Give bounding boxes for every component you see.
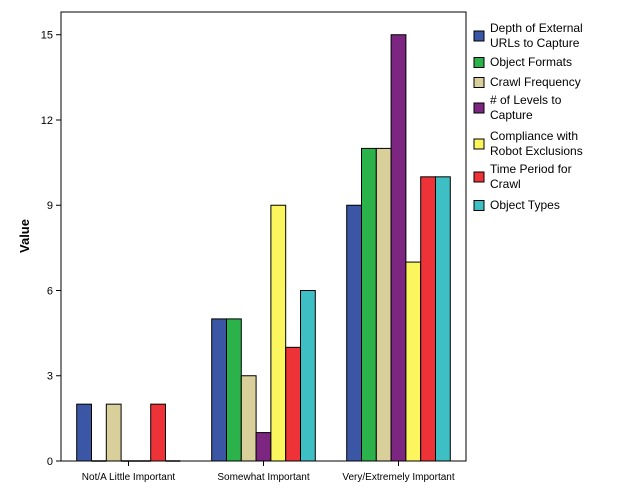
y-tick-label: 9 xyxy=(47,200,53,212)
bar xyxy=(105,403,122,462)
legend-label: Crawl xyxy=(490,177,521,191)
legend-label: Compliance with xyxy=(490,129,578,143)
legend-swatch xyxy=(473,200,485,211)
legend-swatch xyxy=(473,30,485,42)
bar xyxy=(211,318,227,462)
bar xyxy=(361,147,377,462)
x-category-label: Somewhat Important xyxy=(217,472,309,483)
bar xyxy=(390,34,407,462)
bar xyxy=(420,176,437,462)
legend-swatch xyxy=(473,57,485,68)
legend-label: Time Period for xyxy=(490,162,572,176)
bar xyxy=(226,318,242,462)
bar xyxy=(270,204,287,462)
bar xyxy=(255,432,272,462)
bar xyxy=(405,261,422,462)
legend-label: Capture xyxy=(490,108,533,122)
legend-swatch xyxy=(473,171,485,183)
y-axis: 0 3 6 9 12 15 xyxy=(41,30,61,468)
bar xyxy=(240,375,257,462)
bars-group xyxy=(76,34,451,462)
legend-label: Robot Exclusions xyxy=(490,144,583,158)
bar xyxy=(76,403,92,462)
x-category-label: Very/Extremely Important xyxy=(342,472,454,483)
bar xyxy=(300,289,316,462)
bar xyxy=(375,147,392,462)
legend-swatch xyxy=(473,138,485,150)
x-axis: Not/A Little Important Somewhat Important… xyxy=(82,461,455,483)
bar xyxy=(285,346,302,462)
legend-label: Object Formats xyxy=(490,55,572,69)
legend-swatch xyxy=(473,102,485,114)
y-tick-label: 3 xyxy=(47,371,53,383)
legend-label: Crawl Frequency xyxy=(490,75,581,89)
legend-swatch xyxy=(473,77,485,88)
legend-label: URLs to Capture xyxy=(490,36,580,50)
y-tick-label: 6 xyxy=(47,285,53,297)
legend-label: Object Types xyxy=(490,198,560,212)
bar xyxy=(435,176,451,462)
y-tick-label: 0 xyxy=(47,456,53,468)
legend-label: Depth of External xyxy=(490,21,583,35)
bar xyxy=(346,204,363,462)
bar xyxy=(150,403,166,462)
legend-label: # of Levels to xyxy=(490,93,562,107)
x-category-label: Not/A Little Important xyxy=(82,472,176,483)
y-tick-label: 12 xyxy=(41,115,53,127)
y-axis-label: Value xyxy=(17,219,32,253)
y-tick-label: 15 xyxy=(41,30,53,42)
